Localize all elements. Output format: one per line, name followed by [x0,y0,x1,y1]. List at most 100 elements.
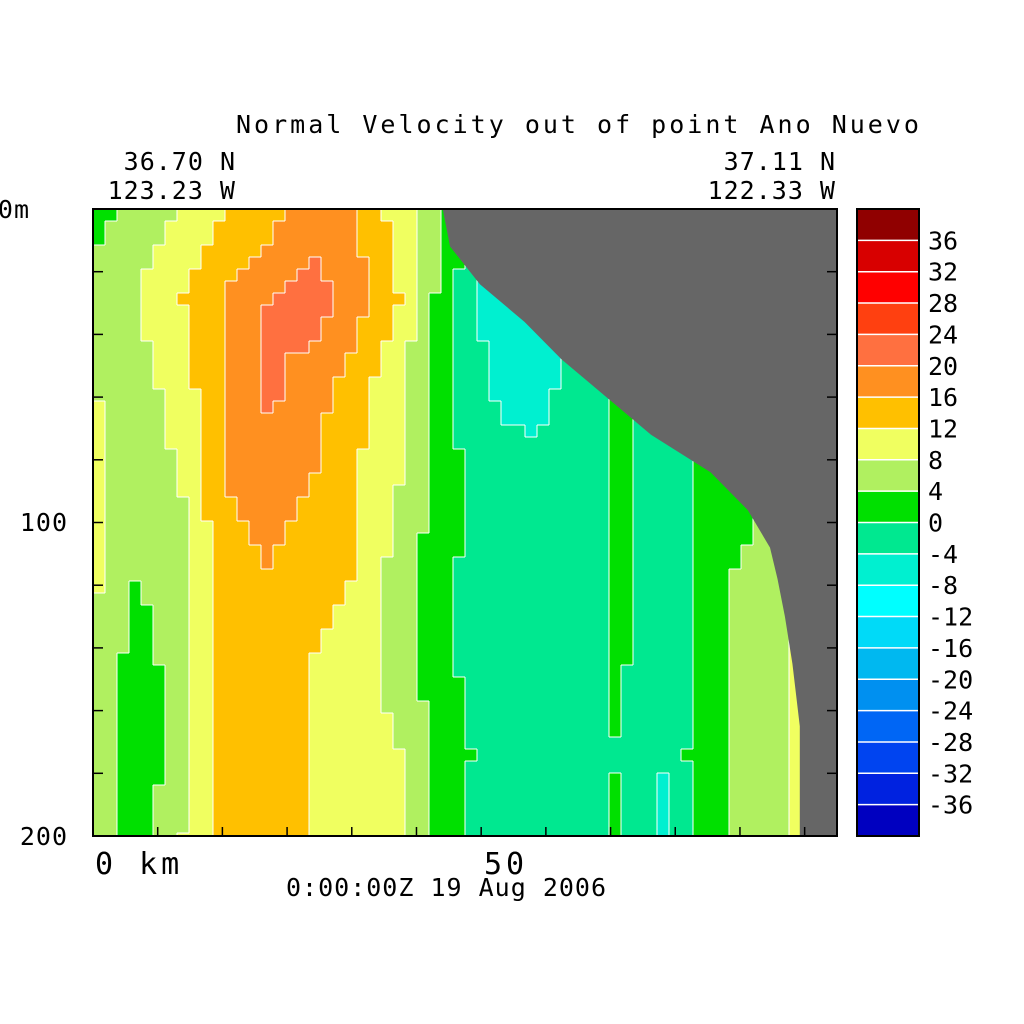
field-cell [549,809,562,822]
field-cell [177,437,190,450]
field-cell [261,437,274,450]
field-cell [549,605,562,618]
field-cell [645,749,658,762]
field-cell [393,221,406,234]
field-cell [501,473,514,486]
field-cell [297,821,310,834]
field-cell [201,317,214,330]
field-cell [369,437,382,450]
field-cell [345,785,358,798]
colorbar-label: 16 [928,383,958,412]
field-cell [729,653,742,666]
field-cell [393,485,406,498]
field-cell [381,341,394,354]
field-cell [165,737,178,750]
field-cell [249,773,262,786]
field-cell [189,329,202,342]
field-cell [693,725,706,738]
field-cell [297,425,310,438]
field-cell [189,353,202,366]
field-cell [501,365,514,378]
field-cell [213,749,226,762]
field-cell [393,377,406,390]
field-cell [489,797,502,810]
field-cell [777,737,790,750]
field-cell [369,461,382,474]
field-cell [501,425,514,438]
field-cell [441,593,454,606]
field-cell [381,809,394,822]
field-cell [129,317,142,330]
field-cell [477,437,490,450]
field-cell [141,701,154,714]
field-cell [717,713,730,726]
field-cell [465,317,478,330]
field-cell [141,425,154,438]
field-cell [741,641,754,654]
field-cell [453,809,466,822]
field-cell [369,761,382,774]
field-cell [105,749,118,762]
field-cell [525,401,538,414]
field-cell [213,677,226,690]
field-cell [285,353,298,366]
field-cell [225,653,238,666]
field-cell [453,665,466,678]
field-cell [561,389,574,402]
field-cell [477,593,490,606]
field-cell [333,521,346,534]
field-cell [465,485,478,498]
field-cell [621,617,634,630]
field-cell [549,797,562,810]
field-cell [393,257,406,270]
field-cell [177,629,190,642]
field-cell [789,821,802,834]
field-cell [285,521,298,534]
field-cell [393,653,406,666]
field-cell [561,809,574,822]
field-cell [93,773,106,786]
field-cell [573,377,586,390]
field-cell [537,785,550,798]
field-cell [141,437,154,450]
field-cell [381,365,394,378]
field-cell [321,833,334,836]
field-cell [321,245,334,258]
field-cell [225,209,238,222]
field-cell [441,269,454,282]
field-cell [489,569,502,582]
field-cell [489,461,502,474]
field-cell [405,317,418,330]
field-cell [453,833,466,836]
field-cell [477,749,490,762]
field-cell [621,485,634,498]
field-cell [609,677,622,690]
field-cell [753,809,766,822]
field-cell [393,269,406,282]
field-cell [513,833,526,836]
field-cell [261,665,274,678]
field-cell [777,701,790,714]
field-cell [213,761,226,774]
field-cell [549,677,562,690]
field-cell [141,389,154,402]
field-cell [465,365,478,378]
field-cell [417,593,430,606]
field-cell [417,257,430,270]
field-cell [129,617,142,630]
field-cell [225,665,238,678]
field-cell [777,797,790,810]
field-cell [117,833,130,836]
field-cell [621,761,634,774]
field-cell [501,701,514,714]
field-cell [537,641,550,654]
field-cell [477,785,490,798]
field-cell [705,749,718,762]
field-cell [273,305,286,318]
field-cell [369,257,382,270]
field-cell [513,425,526,438]
field-cell [729,713,742,726]
field-cell [765,785,778,798]
field-cell [429,785,442,798]
field-cell [549,593,562,606]
